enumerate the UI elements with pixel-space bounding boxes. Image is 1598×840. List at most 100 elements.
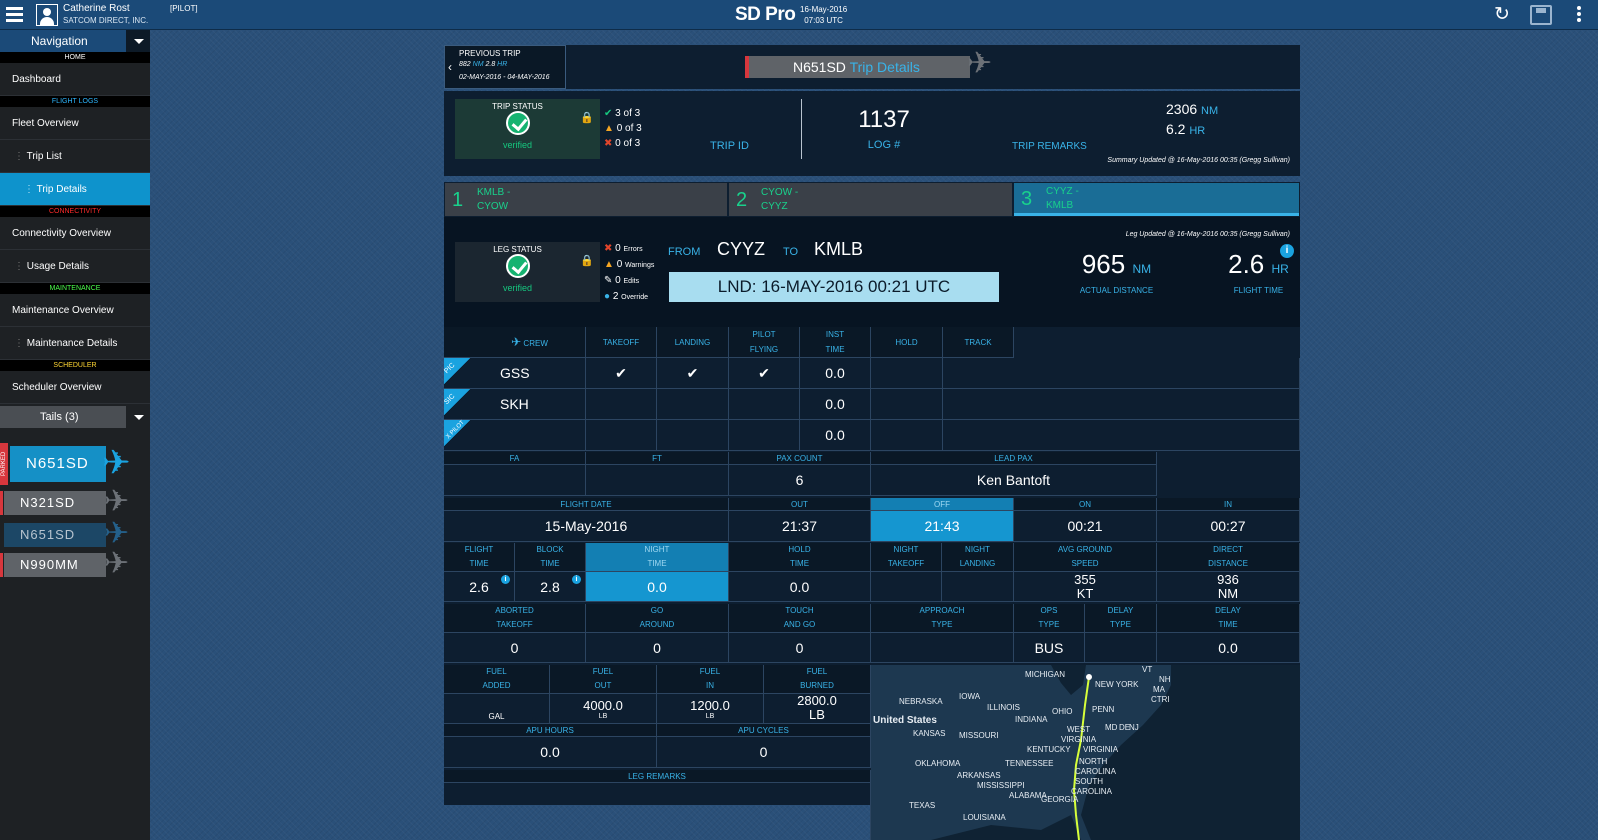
sidebar-item-dashboard[interactable]: Dashboard <box>0 63 150 96</box>
night-landing-header: NIGHT LANDING <box>942 543 1014 572</box>
off-time[interactable]: 21:43 <box>871 511 1014 542</box>
title-text: Trip Details <box>849 59 920 75</box>
info-icon[interactable]: i <box>1280 244 1294 258</box>
tail-item-n651sd[interactable]: N651SD ✈ <box>0 519 140 549</box>
aborted-takeoff-value[interactable]: 0 <box>444 633 586 663</box>
landing-check-icon[interactable]: ✔ <box>657 358 729 389</box>
landing-cell[interactable] <box>657 389 729 420</box>
track-cell[interactable] <box>943 358 1300 389</box>
tail-item-n651sd-active[interactable]: N651SD ✈ <box>0 446 142 482</box>
pax-count[interactable]: 6 <box>729 465 871 496</box>
tab-leg-2[interactable]: 2 CYOW - CYYZ <box>729 183 1012 216</box>
map-label: VIRGINIA <box>1083 745 1119 754</box>
fuel-added-value[interactable]: GAL <box>444 694 550 724</box>
track-cell[interactable] <box>943 389 1300 420</box>
leg-route: KMLB - CYOW <box>477 187 511 212</box>
sidebar-item-fleet-overview[interactable]: Fleet Overview <box>0 107 150 140</box>
night-time-value[interactable]: 0.0 <box>586 572 729 602</box>
lead-pax[interactable]: Ken Bantoft <box>871 465 1157 496</box>
flight-date[interactable]: 15-May-2016 <box>444 511 729 542</box>
apu-hours-value[interactable]: 0.0 <box>444 737 657 768</box>
table-row[interactable]: X PILOT <box>444 420 586 451</box>
route-map[interactable]: MICHIGAN NEBRASKA IOWA ILLINOIS OHIO PEN… <box>871 665 1300 840</box>
go-around-value[interactable]: 0 <box>586 633 729 663</box>
verified-check-icon <box>505 254 530 278</box>
map-label: VT <box>1142 665 1153 674</box>
fuel-out-value[interactable]: 4000.0 LB <box>550 694 657 724</box>
inst-time-cell[interactable]: 0.0 <box>800 389 871 420</box>
night-landing-value[interactable] <box>942 572 1014 602</box>
nav-section-maintenance: MAINTENANCE <box>0 283 150 294</box>
sidebar-item-maintenance-overview[interactable]: Maintenance Overview <box>0 294 150 327</box>
fuel-burned-value[interactable]: 2800.0 LB <box>764 694 871 724</box>
map-label: NH <box>1159 675 1171 684</box>
delay-time-value[interactable]: 0.0 <box>1157 633 1300 663</box>
flight-time-value[interactable]: 2.6 i <box>444 572 515 602</box>
info-icon[interactable]: i <box>501 575 510 584</box>
touch-and-go-value[interactable]: 0 <box>729 633 871 663</box>
in-time[interactable]: 00:27 <box>1157 511 1300 542</box>
takeoff-check-icon[interactable]: ✔ <box>586 358 657 389</box>
sidebar-item-scheduler-overview[interactable]: Scheduler Overview <box>0 371 150 404</box>
night-takeoff-value[interactable] <box>871 572 942 602</box>
chevron-left-icon: ‹ <box>448 60 452 74</box>
avg-ground-speed-value[interactable]: 355 KT <box>1014 572 1157 602</box>
sidebar-item-label: Usage Details <box>26 261 90 272</box>
ft-cell[interactable] <box>586 465 729 496</box>
tab-leg-3[interactable]: 3 CYYZ - KMLB <box>1014 183 1299 216</box>
table-row[interactable]: PIC GSS <box>443 358 586 389</box>
sidebar-item-maintenance-details[interactable]: ⋮ Maintenance Details <box>0 327 150 360</box>
delay-time-header: DELAY TIME <box>1157 604 1300 633</box>
takeoff-cell[interactable] <box>586 389 657 420</box>
landing-cell[interactable] <box>657 420 729 451</box>
flight-time-header: FLIGHT TIME <box>444 543 515 572</box>
direct-distance-value[interactable]: 936 NM <box>1157 572 1300 602</box>
pilot-flying-check-icon[interactable]: ✔ <box>729 358 800 389</box>
log-number-label: LOG # <box>867 139 901 151</box>
hold-time-value[interactable]: 0.0 <box>729 572 871 602</box>
landed-time: LND: 16-MAY-2016 00:21 UTC <box>669 272 999 302</box>
fa-cell[interactable] <box>444 465 586 496</box>
out-time[interactable]: 21:37 <box>729 511 871 542</box>
fuel-in-value[interactable]: 1200.0 LB <box>657 694 764 724</box>
takeoff-cell[interactable] <box>586 420 657 451</box>
tail-item-n321sd[interactable]: N321SD ✈ <box>0 487 140 517</box>
block-time-value[interactable]: 2.8 i <box>515 572 586 602</box>
chevron-down-icon[interactable] <box>126 30 150 52</box>
refresh-icon[interactable]: ↻ <box>1494 4 1510 25</box>
sidebar-item-trip-details[interactable]: ⋮ Trip Details <box>0 173 150 206</box>
sidebar-item-trip-list[interactable]: ⋮ Trip List <box>0 140 150 173</box>
table-row[interactable]: SIC SKH <box>443 389 586 420</box>
hold-cell[interactable] <box>871 420 943 451</box>
inst-time-cell[interactable]: 0.0 <box>800 420 871 451</box>
pilot-flying-cell[interactable] <box>729 420 800 451</box>
previous-trip-button[interactable]: ‹ PREVIOUS TRIP 882 NM 2.8 HR 02-MAY-201… <box>444 45 566 89</box>
more-vertical-icon[interactable] <box>1576 5 1582 25</box>
info-icon[interactable]: i <box>572 575 581 584</box>
tail-item-n990mm[interactable]: N990MM ✈ <box>0 549 140 579</box>
divider <box>801 99 802 159</box>
sidebar-item-usage-details[interactable]: ⋮ Usage Details <box>0 250 150 283</box>
pilot-flying-cell[interactable] <box>729 389 800 420</box>
menu-icon[interactable] <box>6 7 23 22</box>
track-cell[interactable] <box>943 420 1300 451</box>
save-icon[interactable] <box>1530 5 1552 25</box>
unit-label: LB <box>598 713 608 720</box>
tab-leg-1[interactable]: 1 KMLB - CYOW <box>445 183 727 216</box>
inst-time-cell[interactable]: 0.0 <box>800 358 871 389</box>
chevron-down-icon[interactable] <box>126 406 150 428</box>
leg-remarks-field[interactable] <box>444 783 871 840</box>
map-label: TENNESSEE <box>1005 759 1054 768</box>
on-time[interactable]: 00:21 <box>1014 511 1157 542</box>
delay-type-value[interactable] <box>1085 633 1157 663</box>
approach-type-value[interactable] <box>871 633 1014 663</box>
ops-type-value[interactable]: BUS <box>1014 633 1085 663</box>
trip-hours: 6.2 HR <box>1166 121 1206 137</box>
hold-cell[interactable] <box>871 358 943 389</box>
hold-cell[interactable] <box>871 389 943 420</box>
avatar-icon[interactable] <box>36 4 58 26</box>
sidebar-item-connectivity-overview[interactable]: Connectivity Overview <box>0 217 150 250</box>
nav-header[interactable]: Navigation <box>0 30 150 52</box>
apu-cycles-value[interactable]: 0 <box>657 737 871 768</box>
tails-header[interactable]: Tails (3) <box>0 406 150 428</box>
